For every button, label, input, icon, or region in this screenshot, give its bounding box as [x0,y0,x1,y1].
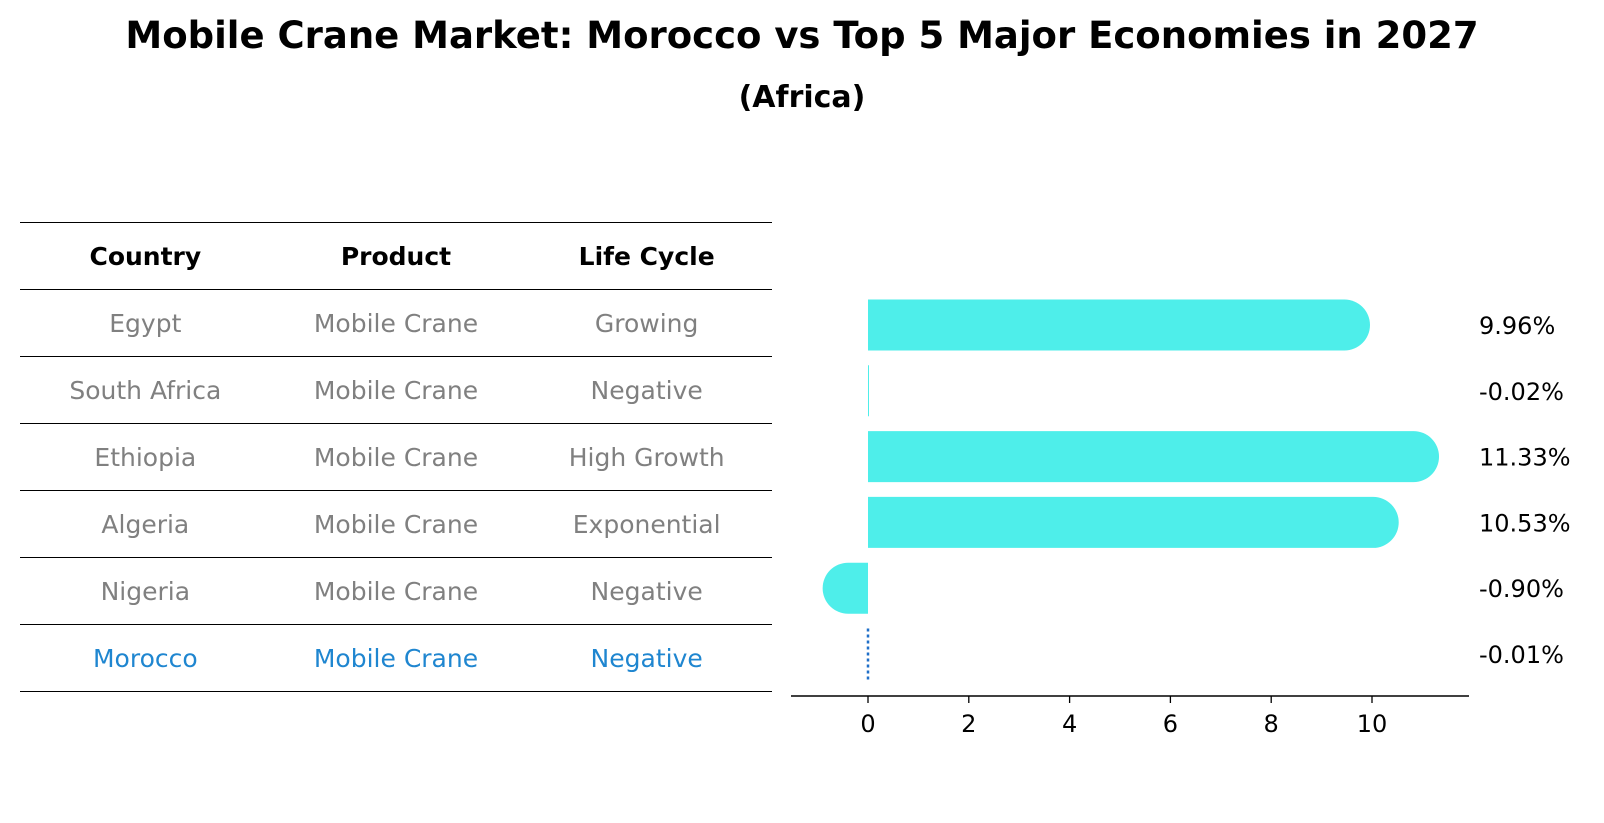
cell-life-cycle: Negative [590,576,703,606]
header-product: Product [340,241,452,271]
bar-algeria [868,496,1399,548]
x-tick-label: 10 [1357,710,1388,738]
cell-product: Mobile Crane [313,509,479,539]
cell-country: Morocco [92,643,198,673]
table-row: South Africa Mobile Crane Negative [20,357,772,424]
cell-product: Mobile Crane [313,643,479,673]
cell-life-cycle: Exponential [572,509,721,539]
header-life-cycle: Life Cycle [578,241,715,271]
table-header-row: Country Product Life Cycle [20,222,772,290]
table-row: Ethiopia Mobile Crane High Growth [20,424,772,491]
table-row: Egypt Mobile Crane Growing [20,290,772,357]
bar-nigeria [822,562,868,614]
cell-product: Mobile Crane [313,442,479,472]
cell-country: Algeria [101,509,190,539]
x-tick-label: 2 [961,710,976,738]
value-label: 9.96% [1479,312,1555,340]
cell-country: Egypt [109,308,182,338]
bar-egypt [868,299,1370,351]
cell-product: Mobile Crane [313,576,479,606]
x-tick-label: 0 [860,710,875,738]
value-label: 10.53% [1479,509,1571,537]
value-label: -0.02% [1479,378,1564,406]
x-tick-label: 8 [1264,710,1279,738]
value-label: 11.33% [1479,444,1571,472]
header-country: Country [89,241,202,271]
table-row: Algeria Mobile Crane Exponential [20,491,772,558]
x-tick-label: 4 [1062,710,1077,738]
table-row-highlighted: Morocco Mobile Crane Negative [20,625,772,692]
cell-country: Ethiopia [94,442,197,472]
cell-country: South Africa [69,375,222,405]
market-table: Country Product Life Cycle Egypt Mobile … [20,222,772,692]
cell-life-cycle: Growing [594,308,699,338]
value-label: -0.01% [1479,641,1564,669]
value-label: -0.90% [1479,575,1564,603]
x-tick-label: 6 [1163,710,1178,738]
cell-life-cycle: High Growth [568,442,725,472]
bar-south-africa [868,365,869,417]
bar-ethiopia [868,431,1440,483]
cell-life-cycle: Negative [590,643,703,673]
cell-product: Mobile Crane [313,375,479,405]
cell-life-cycle: Negative [590,375,703,405]
cell-product: Mobile Crane [313,308,479,338]
chart-title: Mobile Crane Market: Morocco vs Top 5 Ma… [125,14,1479,57]
chart-subtitle: (Africa) [738,80,866,115]
table-row: Nigeria Mobile Crane Negative [20,558,772,625]
cell-country: Nigeria [100,576,191,606]
